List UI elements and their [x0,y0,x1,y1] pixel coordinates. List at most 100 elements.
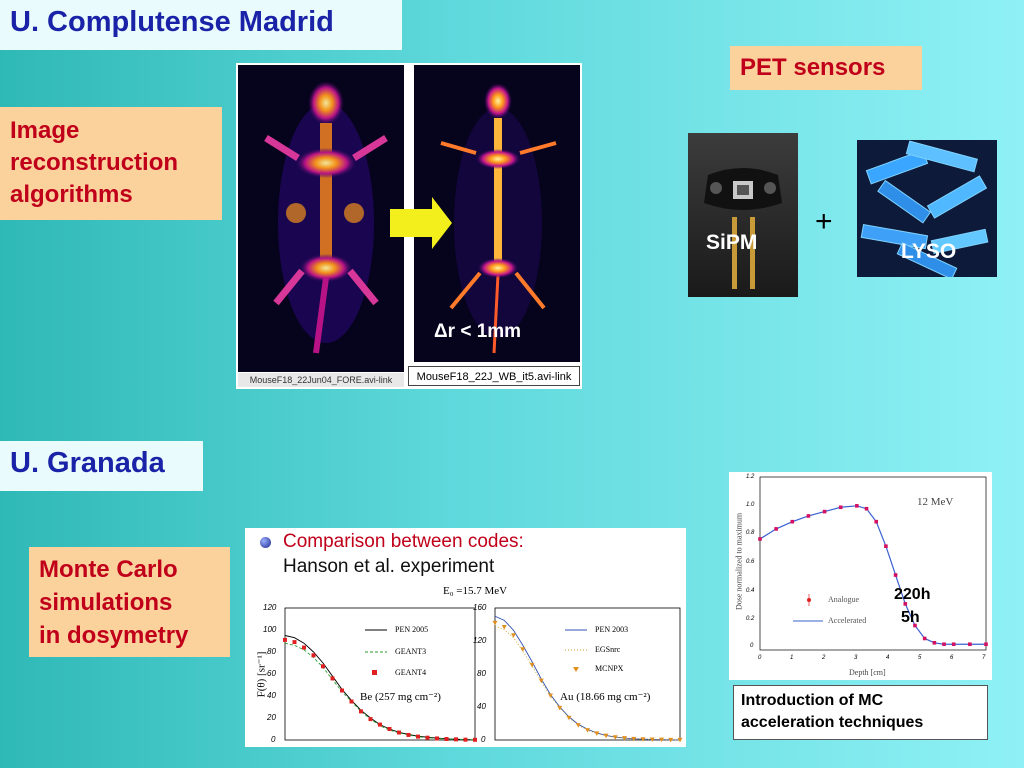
dose-ytick-6: 0 [750,643,754,649]
cmp-left-point-3-13 [406,732,411,737]
right-video-link[interactable]: MouseF18_22J_WB_it5.avi-link [408,366,580,386]
left-material: Be (257 mg cm⁻²) [360,691,441,703]
cmp-left-point-3-4 [321,664,325,669]
cmp-right-point-3-1 [501,624,507,630]
cmp-left-point-3-2 [302,645,306,650]
mc-line-1: Monte Carlo [39,556,178,583]
dose-ytick-1: 1.0 [746,502,755,508]
dose-plot [758,476,988,651]
cmp-right-point-3-11 [594,731,600,736]
dose-xtick-3: 3 [854,655,858,661]
cmp-right-series-2 [494,625,681,741]
dose-analogue-point-4 [822,509,827,514]
cmp-right-point-3-13 [612,735,618,740]
time-accelerated: 5h [901,609,920,626]
right-ytick-0: 160 [473,603,487,612]
recon-topic-box: Image reconstruction algorithms [0,107,222,220]
recon-line-3: algorithms [10,181,133,208]
cmp-left-series-2 [284,642,476,741]
cmp-left-point-3-11 [387,727,392,731]
cmp-right-point-3-9 [575,723,581,728]
dose-legend-analogue: Analogue [828,595,860,604]
right-ytick-1: 120 [473,636,487,645]
dose-xtick-0: 0 [758,655,762,661]
dose-accelerated-line [759,505,986,645]
cmp-right-point-3-14 [622,736,627,741]
right-legend-2: EGSnrc [595,645,621,654]
dose-analogue-point-8 [874,519,879,524]
dose-analogue-point-6 [855,504,859,508]
cmp-right-point-3-0 [492,620,498,626]
cmp-left-point-3-8 [359,709,363,714]
arrow-icon [390,197,452,249]
dose-xtick-6: 6 [950,655,954,661]
comparison-panel: Comparison between codes: Hanson et al. … [245,528,686,747]
dose-ytick-5: 0.2 [746,616,755,622]
left-ytick-2: 80 [267,647,276,656]
recon-line-1: Image [10,117,80,144]
left-plot-frame [284,607,476,741]
cmp-right-series-1 [494,615,681,741]
bullet-icon [260,537,271,548]
lyso-photo: LYSO [857,140,997,277]
cmp-left-point-3-9 [368,717,373,722]
dose-analogue-point-9 [884,544,888,548]
cmp-right-point-3-16 [640,737,646,742]
dose-legend-accelerated: Accelerated [828,616,867,625]
cmp-right-point-3-2 [511,633,516,638]
accel-line-1: Introduction of MC [741,692,884,709]
pet-image-panel: MouseF18_22Jun04_FORE.avi-link MouseF18_… [236,63,582,389]
dose-analogue-point-12 [913,623,917,628]
lyso-crystals-icon [860,140,989,277]
recon-line-2: reconstruction [10,149,179,176]
cmp-left-point-3-17 [444,737,449,742]
cmp-left-point-3-10 [378,722,382,727]
cmp-left-point-3-18 [454,737,458,742]
left-ytick-5: 20 [267,713,276,722]
cmp-right-point-3-18 [659,737,664,743]
madrid-title: U. Complutense Madrid [0,0,402,50]
sipm-photo: SiPM [688,133,798,297]
dose-analogue-point-14 [932,640,937,645]
sipm-label: SiPM [706,231,758,254]
left-legend-3: GEANT4 [395,668,427,677]
right-ytick-4: 0 [481,735,486,744]
dose-xtick-4: 4 [886,655,890,661]
comparison-heading: Comparison between codes: [283,531,524,552]
cmp-right-point-3-4 [529,662,535,668]
right-legend-1: PEN 2003 [595,625,629,634]
dose-analogue-point-15 [942,642,946,647]
dose-analogue-point-16 [951,642,956,647]
cmp-right-point-3-20 [677,737,683,743]
cmp-right-point-3-15 [631,736,637,742]
dose-xtick-2: 2 [822,655,826,661]
mc-line-2: simulations [39,589,173,616]
cmp-right-point-3-5 [538,678,544,684]
cmp-left-point-3-14 [416,734,420,739]
montecarlo-topic-box: Monte Carlo simulations in dosymetry [29,547,230,657]
left-legend-2: GEANT3 [395,647,427,656]
left-legend-1: PEN 2005 [395,625,429,634]
dose-ytick-3: 0.6 [746,559,755,565]
dose-analogue-point-7 [864,506,869,511]
cmp-right-point-3-7 [557,705,563,711]
cmp-right-point-3-19 [668,737,674,743]
dose-ytick-4: 0.4 [746,588,755,594]
right-plot-frame [494,607,681,741]
left-video-link[interactable]: MouseF18_22Jun04_FORE.avi-link [238,373,404,387]
cmp-left-point-3-12 [397,730,401,735]
dose-analogue-point-18 [984,642,988,647]
right-ytick-2: 80 [477,669,486,678]
dose-analogue-point-1 [774,527,778,531]
cmp-left-point-3-16 [435,736,439,741]
comparison-subheading: Hanson et al. experiment [283,556,495,577]
cmp-right-point-3-10 [585,728,590,733]
dose-analogue-point-13 [922,636,927,641]
cmp-left-point-3-7 [349,699,354,704]
mouse-right [440,83,557,354]
resolution-label: Δr < 1mm [434,321,522,342]
mc-line-3: in dosymetry [39,622,189,649]
dose-xtick-7: 7 [982,655,986,661]
cmp-left-point-3-5 [330,676,335,681]
cmp-right-point-3-6 [548,693,553,698]
